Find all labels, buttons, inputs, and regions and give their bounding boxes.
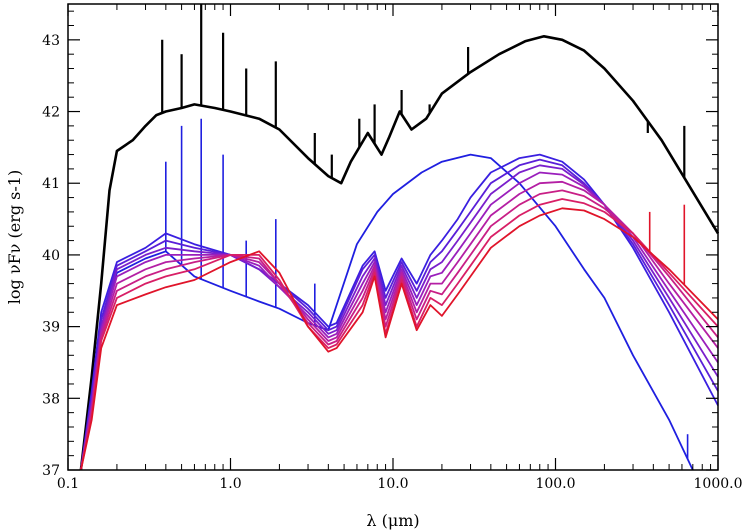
series-line-model-3: [80, 164, 719, 471]
x-axis-label: λ (μm): [366, 511, 419, 530]
y-tick-label: 40: [42, 248, 60, 264]
series-line-model-2: [80, 158, 719, 471]
x-tick-label: 1.0: [219, 476, 241, 492]
y-tick-label: 42: [42, 105, 60, 121]
series-layer: [79, 4, 720, 471]
y-tick-label: 41: [42, 176, 60, 192]
y-axis-label: log νFν (erg s-1): [5, 170, 24, 304]
y-tick-label: 39: [42, 320, 60, 336]
x-tick-label: 10.0: [377, 476, 408, 492]
series-line-model-4: [80, 171, 719, 471]
series-line-model-1: [80, 153, 719, 471]
y-tick-label: 38: [42, 391, 60, 407]
series-line-model-5: [80, 180, 719, 471]
series-line-model-blue: [80, 153, 694, 471]
series-line-black: [79, 35, 720, 471]
x-tick-label: 1000.0: [694, 476, 743, 492]
tick-layer: 0.1 1.0 10.0 100.0 1000.0 37 38 39 40 41 42 43: [42, 4, 743, 492]
series-line-model-6: [80, 189, 719, 471]
x-tick-label: 0.1: [57, 476, 79, 492]
x-tick-label: 100.0: [535, 476, 575, 492]
y-tick-label: 37: [42, 463, 60, 479]
series-line-model-red: [80, 207, 719, 471]
y-tick-label: 43: [42, 33, 60, 49]
